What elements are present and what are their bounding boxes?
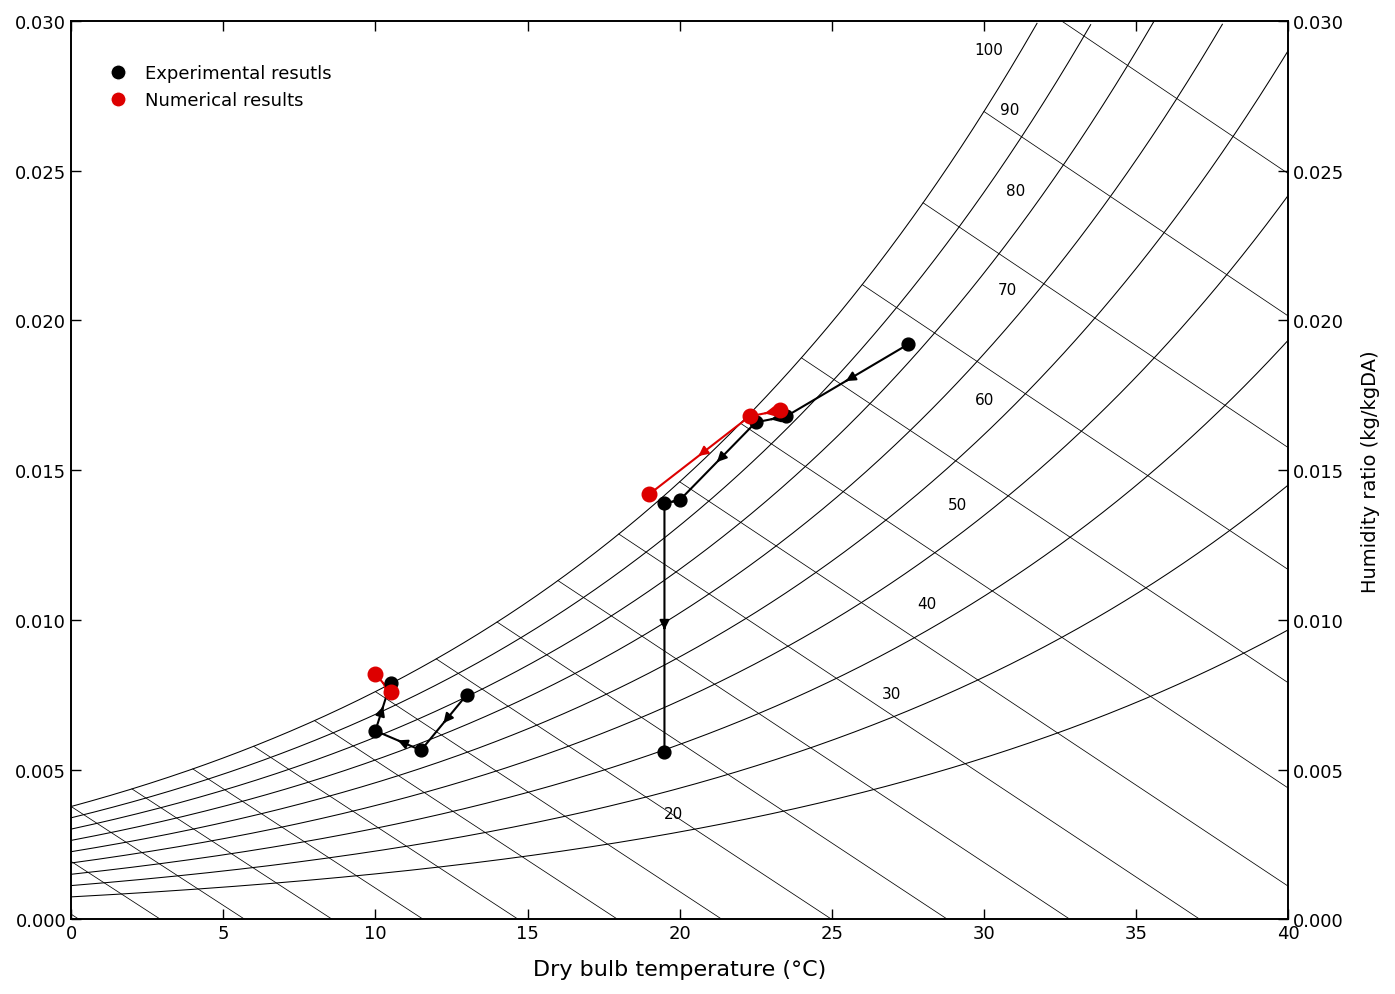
Y-axis label: Humidity ratio (kg/kgDA): Humidity ratio (kg/kgDA)	[1362, 350, 1380, 592]
Text: 100: 100	[974, 43, 1003, 58]
Point	[668, 493, 691, 509]
X-axis label: Dry bulb temperature (°C): Dry bulb temperature (°C)	[533, 959, 826, 979]
Text: 40: 40	[917, 596, 936, 611]
Point	[897, 337, 919, 353]
Point	[745, 414, 767, 430]
Text: 70: 70	[997, 282, 1017, 297]
Point	[638, 487, 660, 503]
Text: 20: 20	[664, 806, 684, 821]
Point	[738, 409, 760, 424]
Point	[456, 687, 478, 703]
Text: 30: 30	[882, 686, 901, 701]
Legend: Experimental resutls, Numerical results: Experimental resutls, Numerical results	[92, 58, 339, 117]
Point	[776, 409, 798, 424]
Point	[379, 684, 402, 700]
Point	[410, 743, 432, 758]
Text: 60: 60	[974, 393, 993, 408]
Point	[769, 403, 791, 418]
Point	[653, 745, 675, 760]
Point	[379, 675, 402, 691]
Text: 90: 90	[1000, 102, 1020, 117]
Text: 50: 50	[949, 498, 968, 513]
Text: 80: 80	[1006, 184, 1025, 199]
Point	[653, 496, 675, 512]
Point	[364, 666, 386, 682]
Point	[364, 723, 386, 739]
